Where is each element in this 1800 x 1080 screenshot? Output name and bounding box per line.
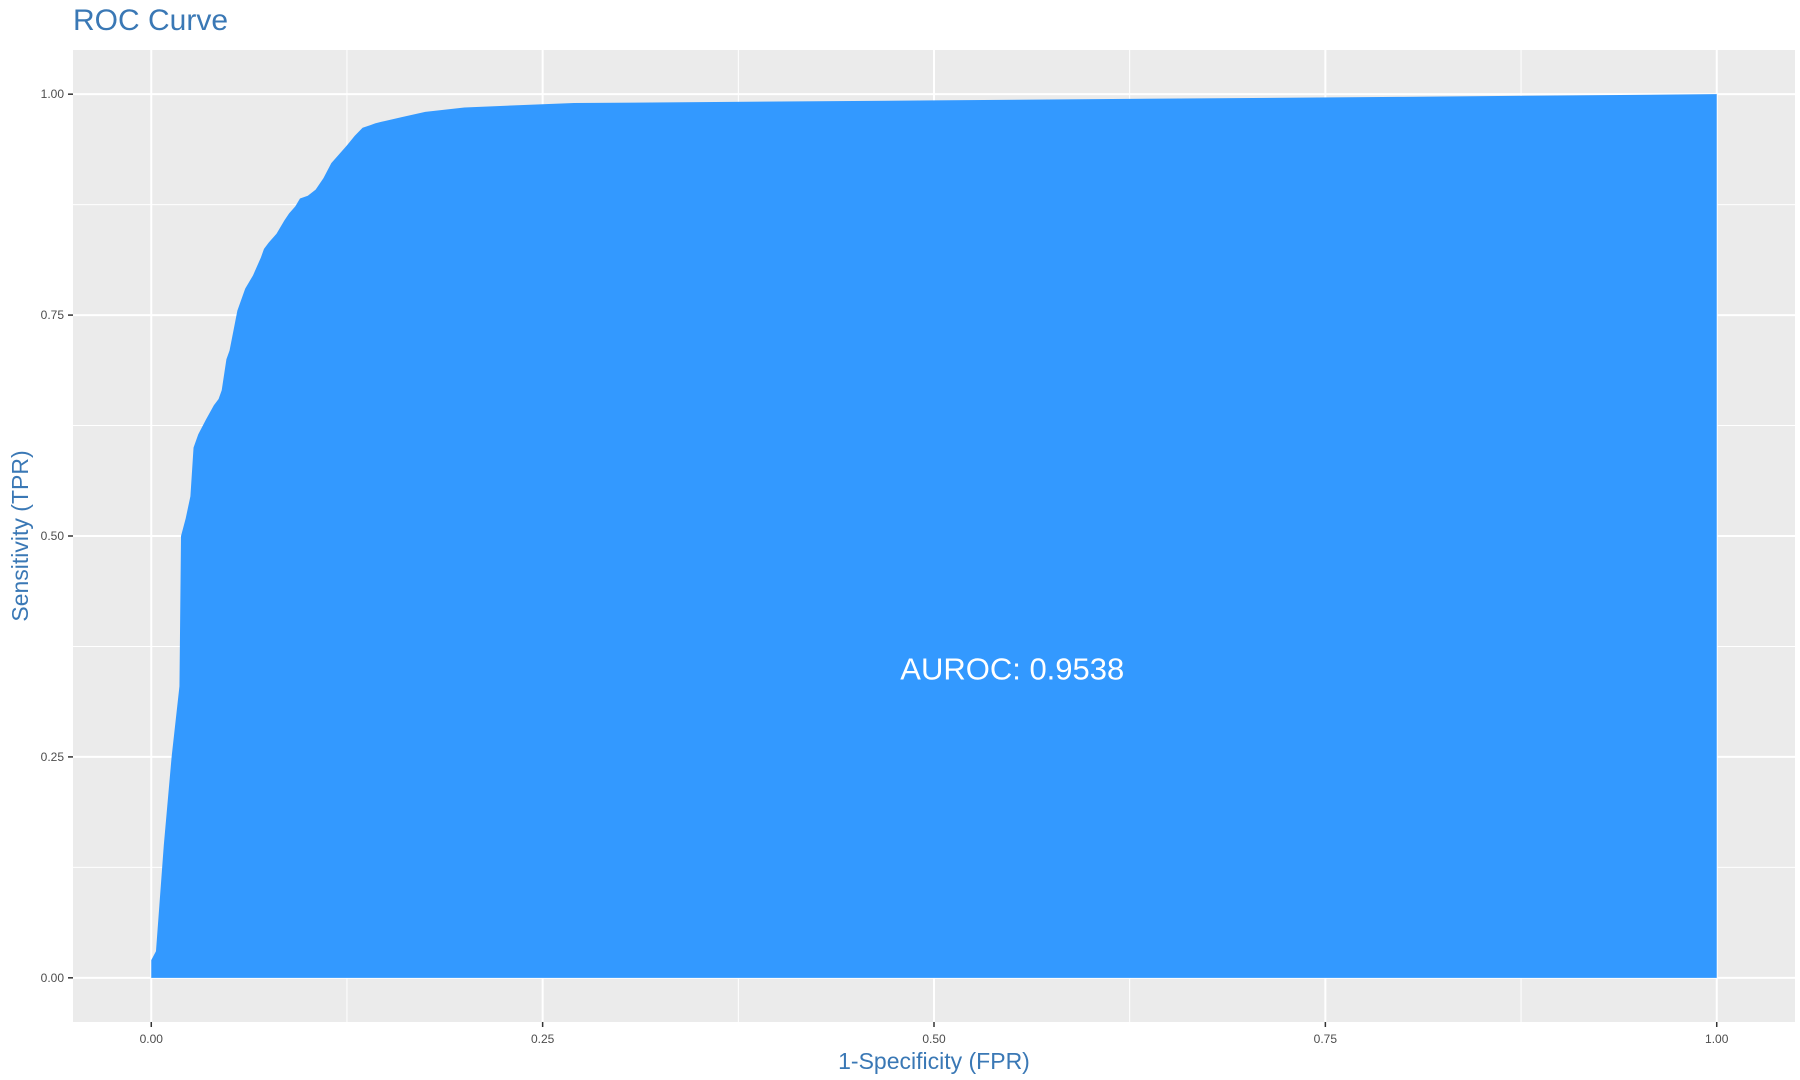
y-tick-label: 1.00 <box>41 87 65 101</box>
y-axis-ticks: 0.00 0.25 0.50 0.75 1.00 <box>41 87 73 985</box>
y-axis-title: Sensitivity (TPR) <box>7 450 33 621</box>
auroc-annotation: AUROC: 0.9538 <box>900 652 1124 687</box>
y-tick-label: 0.00 <box>41 971 65 985</box>
x-tick-label: 0.00 <box>140 1032 164 1046</box>
roc-area <box>151 94 1717 978</box>
x-axis-title: 1-Specificity (FPR) <box>838 1048 1030 1074</box>
x-tick-label: 0.25 <box>531 1032 555 1046</box>
chart-title: ROC Curve <box>73 4 228 37</box>
y-tick-label: 0.50 <box>41 529 65 543</box>
y-tick-label: 0.25 <box>41 750 65 764</box>
x-tick-label: 1.00 <box>1705 1032 1729 1046</box>
x-tick-label: 0.50 <box>922 1032 946 1046</box>
x-tick-label: 0.75 <box>1314 1032 1338 1046</box>
y-tick-label: 0.75 <box>41 308 65 322</box>
x-axis-ticks: 0.00 0.25 0.50 0.75 1.00 <box>140 1022 1729 1046</box>
